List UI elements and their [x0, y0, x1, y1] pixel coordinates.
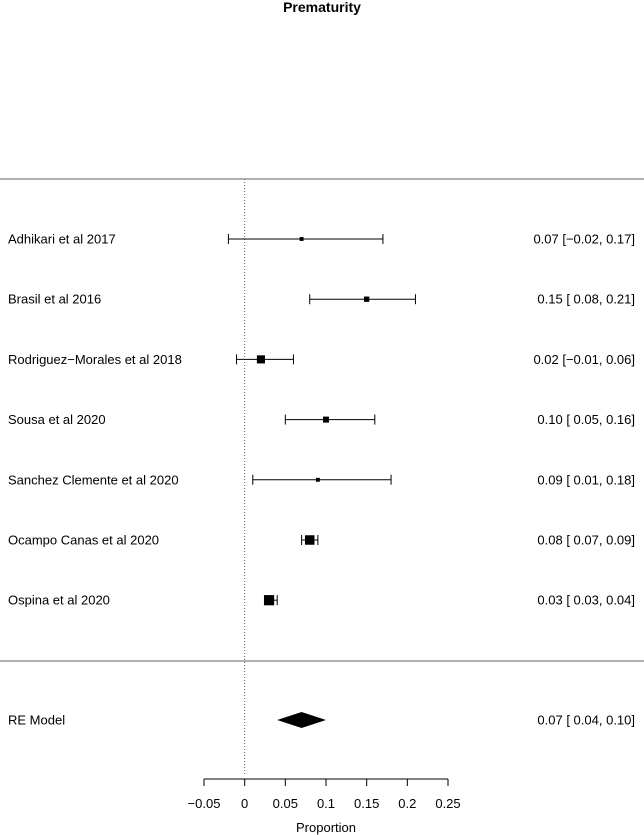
summary-name: RE Model — [8, 713, 65, 728]
x-tick-label: 0.15 — [354, 796, 379, 811]
study-ci-text: 0.07 [−0.02, 0.17] — [533, 232, 635, 247]
x-tick-label: 0.2 — [398, 796, 416, 811]
x-tick-label: 0.25 — [435, 796, 460, 811]
summary-diamond — [277, 712, 326, 728]
chart-title: Prematurity — [283, 0, 361, 15]
point-estimate — [256, 355, 265, 364]
study-ci-text: 0.10 [ 0.05, 0.16] — [537, 412, 635, 427]
summary-ci-text: 0.07 [ 0.04, 0.10] — [537, 713, 635, 728]
study-row: Ocampo Canas et al 2020 0.08 [ 0.07, 0.09… — [8, 533, 635, 548]
point-estimate — [323, 416, 329, 423]
study-name: Sanchez Clemente et al 2020 — [8, 472, 179, 487]
point-estimate — [364, 296, 370, 302]
study-row: Rodriguez−Morales et al 2018 0.02 [−0.01,… — [8, 352, 635, 367]
x-tick-label: 0.05 — [273, 796, 298, 811]
point-estimate — [299, 237, 304, 241]
study-ci-text: 0.09 [ 0.01, 0.18] — [537, 472, 635, 487]
x-tick-label: 0 — [241, 796, 248, 811]
study-name: Sousa et al 2020 — [8, 412, 106, 427]
study-name: Adhikari et al 2017 — [8, 232, 116, 247]
study-ci-text: 0.03 [ 0.03, 0.04] — [537, 593, 635, 608]
summary-row: RE Model 0.07 [ 0.04, 0.10] — [8, 712, 635, 728]
point-estimate — [263, 595, 275, 606]
study-ci-text: 0.15 [ 0.08, 0.21] — [537, 292, 635, 307]
point-estimate — [315, 477, 320, 482]
study-name: Ospina et al 2020 — [8, 593, 110, 608]
study-row: Sousa et al 2020 0.10 [ 0.05, 0.16] — [8, 412, 635, 427]
study-row: Brasil et al 2016 0.15 [ 0.08, 0.21] — [8, 292, 635, 307]
study-ci-text: 0.02 [−0.01, 0.06] — [533, 352, 635, 367]
study-name: Brasil et al 2016 — [8, 292, 101, 307]
study-row: Ospina et al 2020 0.03 [ 0.03, 0.04] — [8, 593, 635, 608]
point-estimate — [304, 535, 315, 545]
x-tick-label: 0.1 — [317, 796, 335, 811]
study-name: Ocampo Canas et al 2020 — [8, 533, 159, 548]
x-tick-label: −0.05 — [188, 796, 221, 811]
study-ci-text: 0.08 [ 0.07, 0.09] — [537, 533, 635, 548]
study-name: Rodriguez−Morales et al 2018 — [8, 352, 182, 367]
study-row: Adhikari et al 2017 0.07 [−0.02, 0.17] — [8, 232, 635, 247]
study-row: Sanchez Clemente et al 2020 0.09 [ 0.01, … — [8, 472, 635, 487]
x-axis-label: Proportion — [296, 820, 356, 835]
